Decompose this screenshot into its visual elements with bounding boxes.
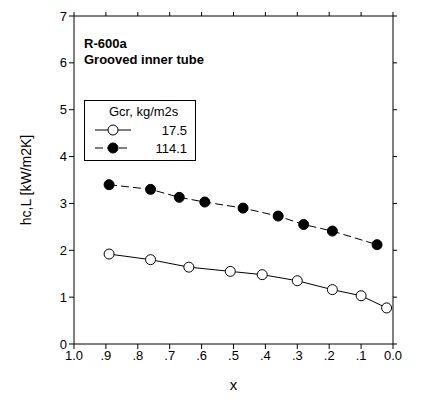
html-text:R-600a: R-600a	[84, 36, 127, 51]
svg-text:.9: .9	[100, 348, 111, 363]
svg-text:.3: .3	[292, 348, 303, 363]
svg-text:hc,L [kW/m2K]: hc,L [kW/m2K]	[18, 135, 34, 226]
html-text:114.1: 114.1	[155, 140, 187, 156]
svg-text:.4: .4	[260, 348, 271, 363]
svg-text:.5: .5	[228, 348, 239, 363]
svg-text:3: 3	[60, 196, 67, 211]
html-text:17.5: 17.5	[161, 122, 187, 138]
svg-text:.2: .2	[324, 348, 335, 363]
svg-text:2: 2	[60, 243, 67, 258]
svg-text:5: 5	[60, 102, 67, 117]
svg-text:0: 0	[60, 337, 67, 352]
svg-text:0.0: 0.0	[384, 348, 402, 363]
svg-text:x: x	[230, 376, 238, 393]
svg-text:.8: .8	[132, 348, 143, 363]
svg-text:.7: .7	[164, 348, 175, 363]
svg-text:4: 4	[60, 149, 67, 164]
svg-text:.6: .6	[196, 348, 207, 363]
svg-text:1.0: 1.0	[65, 348, 83, 363]
svg-text:7: 7	[60, 9, 67, 24]
html-text:Gcr, kg/m2s: Gcr, kg/m2s	[109, 104, 179, 119]
svg-text:.1: .1	[356, 348, 367, 363]
html-text:Grooved inner tube: Grooved inner tube	[84, 52, 204, 67]
svg-text:1: 1	[60, 290, 67, 305]
svg-text:6: 6	[60, 55, 67, 70]
